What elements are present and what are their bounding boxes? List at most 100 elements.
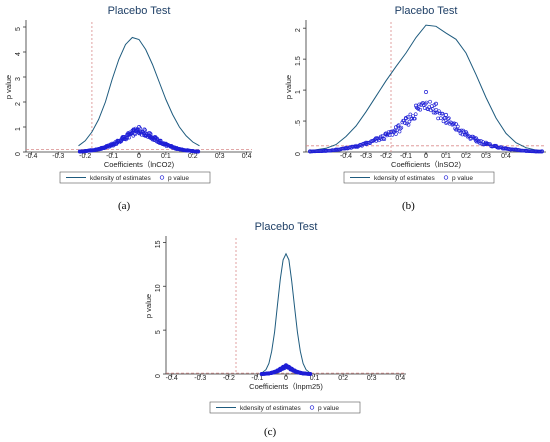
p-value-point	[447, 116, 451, 120]
kdensity-line	[261, 252, 311, 374]
p-value-point	[473, 136, 477, 141]
p-value-point	[488, 142, 492, 146]
p-value-point	[464, 131, 469, 136]
legend-box	[59, 171, 211, 184]
p-value-point	[418, 107, 422, 112]
p-value-point	[348, 145, 353, 149]
kdensity-line	[78, 36, 200, 147]
p-value-point	[431, 110, 436, 115]
p-value-point	[424, 100, 429, 105]
caption-a: (a)	[118, 200, 131, 212]
p-value-point	[158, 139, 163, 143]
p-value-point	[460, 132, 465, 137]
p-value-point	[396, 123, 401, 127]
x-tick-label: 0.4	[501, 153, 511, 160]
legend-box	[209, 401, 361, 414]
legend-label-kdensity: kdensity of estimates	[240, 405, 301, 412]
p-value-point	[454, 122, 458, 127]
x-tick-label: -0.2	[380, 153, 392, 160]
y-tick-label: 0	[15, 152, 22, 156]
x-tick-label: -0.2	[79, 153, 91, 160]
y-axis-label: p value	[284, 75, 293, 99]
chart-panel-a: Placebo Test 0 1 2 3 4 5 -0.4 -0.3 -0.2 -0.1 0 0.1 0.…	[0, 0, 262, 196]
x-tick-label: -0.4	[166, 375, 178, 382]
x-tick-label: -0.2	[223, 375, 235, 382]
p-value-point	[380, 133, 385, 138]
x-tick-label: 0.3	[367, 375, 377, 382]
y-tick-label: 0	[155, 374, 162, 378]
p-value-point	[430, 107, 435, 111]
p-value-point	[368, 141, 372, 146]
legend-point-swatch	[309, 405, 315, 410]
p-value-point	[133, 132, 137, 137]
p-value-point	[196, 149, 200, 154]
p-value-point	[416, 107, 421, 111]
p-value-point	[143, 128, 147, 133]
p-value-point	[421, 103, 426, 107]
p-value-point	[464, 132, 468, 137]
legend: kdensity of estimates p value	[209, 401, 361, 414]
x-tick-label: -0.4	[340, 153, 352, 160]
p-value-point	[391, 129, 396, 133]
p-value-point	[360, 143, 364, 148]
x-tick-label: -0.3	[194, 375, 206, 382]
p-value-point	[386, 132, 390, 136]
p-value-point	[345, 146, 350, 151]
legend-label-kdensity: kdensity of estimates	[90, 175, 151, 182]
legend-point-swatch	[159, 175, 165, 180]
chart-title: Placebo Test	[255, 221, 318, 233]
p-value-point	[452, 121, 457, 126]
p-value-point	[446, 117, 450, 121]
x-tick-label: 0.3	[481, 153, 491, 160]
p-value-point	[432, 103, 437, 107]
x-tick-label: 0	[137, 153, 141, 160]
p-value-point	[399, 125, 404, 130]
chart-svg: Placebo Test 0 5 10 15 -0.4 -0.3 -0.2 -0.1 0 0.1 0.…	[144, 221, 406, 414]
y-tick-label: 5	[155, 330, 162, 334]
p-value-point	[438, 116, 443, 121]
x-tick-label: 0.2	[188, 153, 198, 160]
y-tick-label: .5	[295, 120, 302, 126]
p-value-point	[138, 126, 142, 131]
p-value-point	[406, 123, 411, 127]
caption-c: (c)	[264, 426, 277, 438]
p-value-point	[384, 132, 388, 137]
p-value-point	[451, 122, 456, 126]
p-value-point	[455, 124, 460, 129]
x-tick-label: 0	[424, 153, 428, 160]
chart-svg: Placebo Test 0 .5 1 1.5 2 -0.4 -0.3 -0.2 -0.1 0 0.1…	[284, 5, 546, 184]
x-axis-label: Coefficients（lnSO2)	[391, 160, 461, 169]
legend: kdensity of estimates p value	[59, 171, 211, 184]
x-tick-label: -0.1	[251, 375, 263, 382]
p-value-point	[393, 128, 397, 133]
x-tick-label: 0.1	[441, 153, 451, 160]
p-value-point	[379, 137, 384, 141]
p-value-point	[444, 112, 448, 117]
p-value-point	[148, 132, 153, 136]
chart-svg: Placebo Test 0 1 2 3 4 5 -0.4 -0.3 -0.2 -0.1 0 0.1 0.…	[4, 5, 252, 184]
p-value-point	[394, 132, 398, 136]
x-tick-label: 0.1	[310, 375, 320, 382]
chart-panel-b: Placebo Test 0 .5 1 1.5 2 -0.4 -0.3 -0.2 -0.1 0 0.1…	[278, 0, 550, 196]
x-tick-label: -0.3	[52, 153, 64, 160]
chart-title: Placebo Test	[395, 5, 458, 17]
p-value-point	[382, 137, 387, 141]
legend-label-pvalue: p value	[318, 405, 339, 412]
y-tick-label: 2	[15, 102, 22, 106]
chart-title: Placebo Test	[108, 5, 171, 17]
x-tick-label: 0.2	[461, 153, 471, 160]
y-axis-label: p value	[144, 294, 153, 318]
p-value-point	[398, 126, 403, 131]
kdensity-line	[309, 24, 543, 152]
p-value-point	[395, 124, 400, 128]
legend-point-swatch	[443, 175, 449, 180]
p-value-point	[127, 135, 131, 140]
x-tick-label: 0.2	[338, 375, 348, 382]
y-tick-label: 10	[155, 284, 162, 292]
p-value-point	[448, 120, 453, 125]
p-value-point	[465, 134, 470, 139]
p-value-point	[424, 90, 428, 94]
p-value-point	[387, 133, 392, 137]
x-axis-label: Coefficients（lnCO2)	[104, 160, 175, 169]
y-tick-label: 5	[15, 27, 22, 31]
